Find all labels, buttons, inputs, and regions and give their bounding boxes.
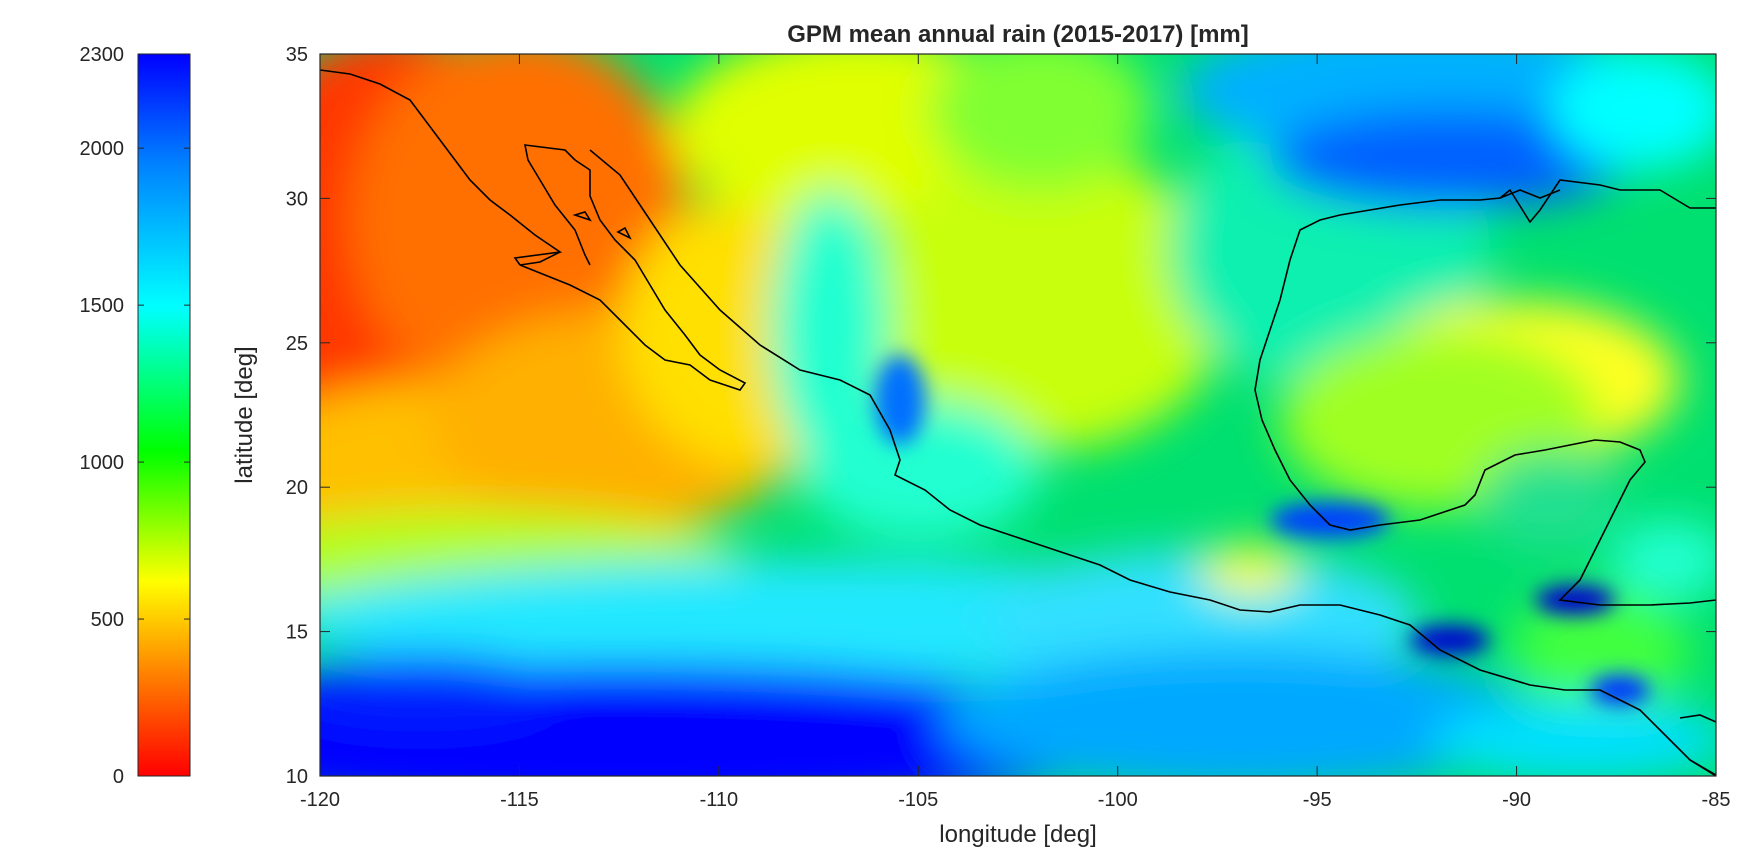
precipitation-map: [320, 54, 1716, 776]
coastline-gulf-west: [1254, 179, 1716, 606]
x-axis-label: longitude [deg]: [939, 821, 1096, 848]
y-tick-label: 20: [286, 477, 308, 499]
y-tick-label: 15: [286, 622, 308, 644]
island-tiburon: [616, 226, 632, 240]
island-angel: [572, 211, 592, 222]
colorbar-tick-label: 0: [113, 766, 124, 788]
coastline-pacific-north: [320, 69, 563, 266]
y-axis-label: latitude [deg]: [231, 346, 258, 483]
plot-frame: [319, 53, 1717, 777]
colorbar-tick-label: 500: [91, 609, 124, 631]
colorbar-ticks: 0 500 1000 1500 2000 2300: [80, 44, 190, 788]
coastline-baja-peninsula: [519, 144, 747, 391]
coastline-delta: [1499, 189, 1561, 199]
x-tick-label: -105: [898, 789, 938, 811]
y-axis-ticks: 10 15 20 25 30 35: [286, 44, 1716, 788]
coastline-baja-west: [519, 251, 561, 266]
y-tick-label: 35: [286, 44, 308, 66]
y-tick-label: 30: [286, 188, 308, 210]
x-tick-label: -120: [300, 789, 340, 811]
colorbar-tick-label: 1000: [80, 452, 125, 474]
colorbar: [137, 53, 191, 777]
chart-title: GPM mean annual rain (2015-2017) [mm]: [787, 21, 1248, 48]
y-tick-label: 10: [286, 766, 308, 788]
coastline-central-america-south: [1679, 714, 1716, 776]
x-tick-label: -100: [1098, 789, 1138, 811]
x-tick-label: -115: [500, 789, 539, 811]
colorbar-tick-label: 2000: [80, 138, 125, 160]
x-tick-label: -110: [700, 789, 739, 811]
x-tick-label: -95: [1303, 789, 1332, 811]
coastline-mexico-pacific: [589, 149, 1716, 776]
x-tick-label: -85: [1702, 789, 1731, 811]
x-tick-label: -90: [1502, 789, 1531, 811]
y-tick-label: 25: [286, 333, 308, 355]
coastline: [320, 69, 1716, 776]
colorbar-tick-label: 1500: [80, 295, 125, 317]
colorbar-tick-label: 2300: [80, 44, 125, 66]
x-axis-ticks: -120 -115 -110 -105 -100 -95 -90 -85: [300, 54, 1730, 811]
